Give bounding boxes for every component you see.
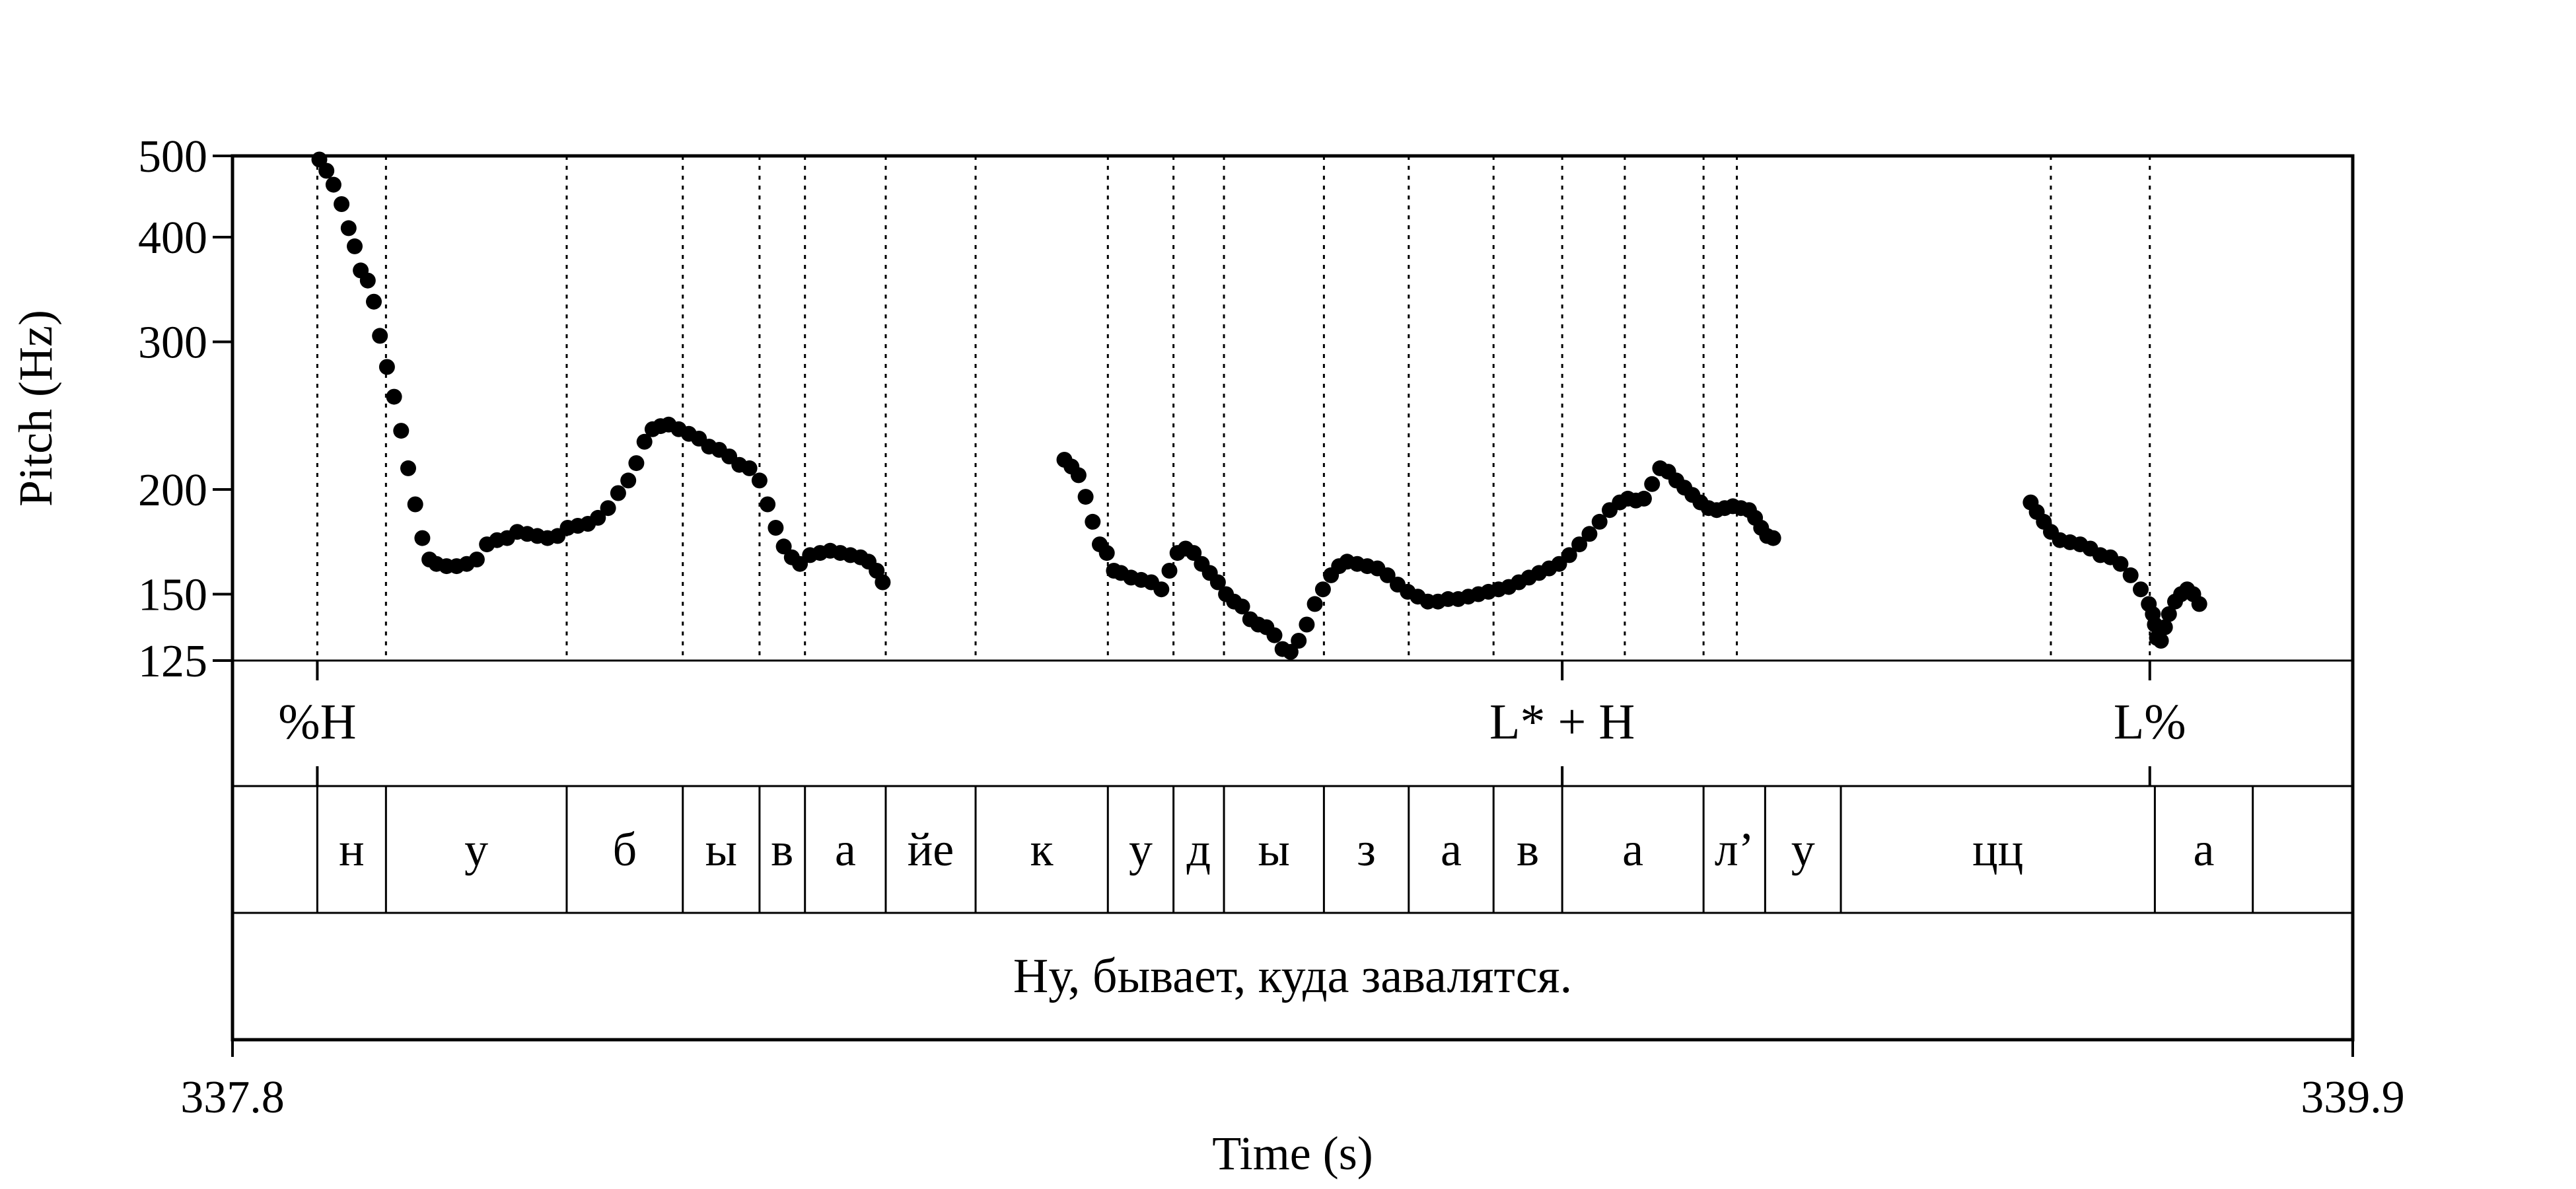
pitch-point [1282,643,1299,660]
segment-tier: н у б ы в а йе к у д ы з а в а л’ у цц а [339,823,2214,876]
pitch-point [1209,574,1226,591]
pitch-point [2191,596,2207,612]
y-axis-title: Pitch (Hz) [9,310,62,507]
pitch-point [760,496,776,513]
plot-border [231,154,2355,1042]
segment-label: з [1357,823,1375,876]
x-axis-title: Time (s) [1212,1127,1373,1180]
pitch-point [325,176,341,193]
pitch-point [1299,616,1315,633]
pitch-point [359,272,376,289]
tone-tier: %H L* + H L% [278,694,2186,750]
segment-label: б [613,823,637,876]
pitch-point [1561,547,1577,563]
y-tick-label: 400 [138,213,207,264]
segment-label: а [835,823,856,876]
segment-label: л’ [1715,823,1754,876]
pitch-point [468,552,485,567]
pitch-point [1306,596,1323,612]
pitch-point [334,196,350,212]
boundary-lines [316,156,2254,913]
pitch-point [347,238,363,254]
pitch-point [1085,513,1101,530]
pitch-point [2112,556,2129,572]
pitch-point [378,359,395,375]
pitch-point [393,423,410,439]
pitch-point [1765,530,1781,546]
pitch-point [1591,513,1608,530]
segment-label: д [1187,823,1211,876]
pitch-point [751,472,768,489]
pitch-point [2133,581,2149,598]
pitch-point [1077,489,1094,505]
segment-label: ы [1258,823,1290,876]
segment-label: цц [1972,823,2023,876]
pitch-point [1314,581,1331,598]
segment-label: в [771,823,793,876]
tone-label: L% [2114,694,2186,750]
y-tick-label: 500 [138,131,207,182]
plot-frames [231,154,2355,1042]
segment-label: а [1441,823,1462,876]
y-tick-label: 200 [138,465,207,516]
pitch-point [1098,545,1115,561]
pitch-point [1266,627,1283,643]
segment-label: а [2194,823,2215,876]
pitch-point [1153,581,1170,598]
segment-label: в [1517,823,1539,876]
segment-label: йе [908,823,954,876]
tone-label: %H [278,694,356,750]
pitch-point [1291,633,1307,649]
pitch-point [590,509,606,526]
pitch-point [1571,536,1588,553]
pitch-point [600,500,616,517]
pitch-point [1644,476,1661,492]
tone-label: L* + H [1489,694,1635,750]
pitch-point [372,328,388,344]
pitch-point [400,460,416,476]
pitch-point [610,485,626,501]
segment-label: а [1622,823,1643,876]
y-tick-label: 150 [138,570,207,621]
pitch-point [1581,526,1598,542]
segment-label: у [1129,823,1153,876]
pitch-point [414,530,431,546]
y-axis: 500 400 300 200 150 125 [138,131,233,687]
pitch-point [1161,563,1178,579]
segment-label: н [339,823,365,876]
pitch-point [1070,467,1087,484]
y-tick-label: 125 [138,636,207,687]
pitch-point [318,162,335,179]
pitch-point [620,472,637,489]
pitch-point [1186,545,1202,561]
pitch-point [407,496,423,513]
pitch-point [768,520,784,536]
pitch-point [2153,633,2169,649]
pitch-point [775,538,792,555]
segment-label: у [1791,823,1815,876]
pitch-point [2122,567,2139,583]
segment-label: к [1030,823,1054,876]
pitch-point [875,574,891,591]
y-tick-label: 300 [138,318,207,369]
pitch-point [366,293,382,310]
pitch-point [1379,567,1396,583]
pitch-point [386,388,402,405]
segment-label: ы [705,823,737,876]
sentence-label: Ну, бывает, куда завалятся. [1013,949,1572,1003]
pitch-point [741,460,758,476]
pitch-point [2157,619,2173,635]
segment-label: у [464,823,488,876]
pitch-point [2161,606,2177,622]
pitch-point [1234,598,1250,615]
x-axis: 337.8 339.9 [180,1040,2405,1123]
pitch-point [628,455,645,472]
x-tick-label: 339.9 [2301,1072,2405,1123]
pitch-points [311,151,2207,660]
pitch-point [1635,490,1652,507]
x-tick-label: 337.8 [180,1072,285,1123]
pitch-point [340,220,357,236]
pitch-point [636,433,653,450]
